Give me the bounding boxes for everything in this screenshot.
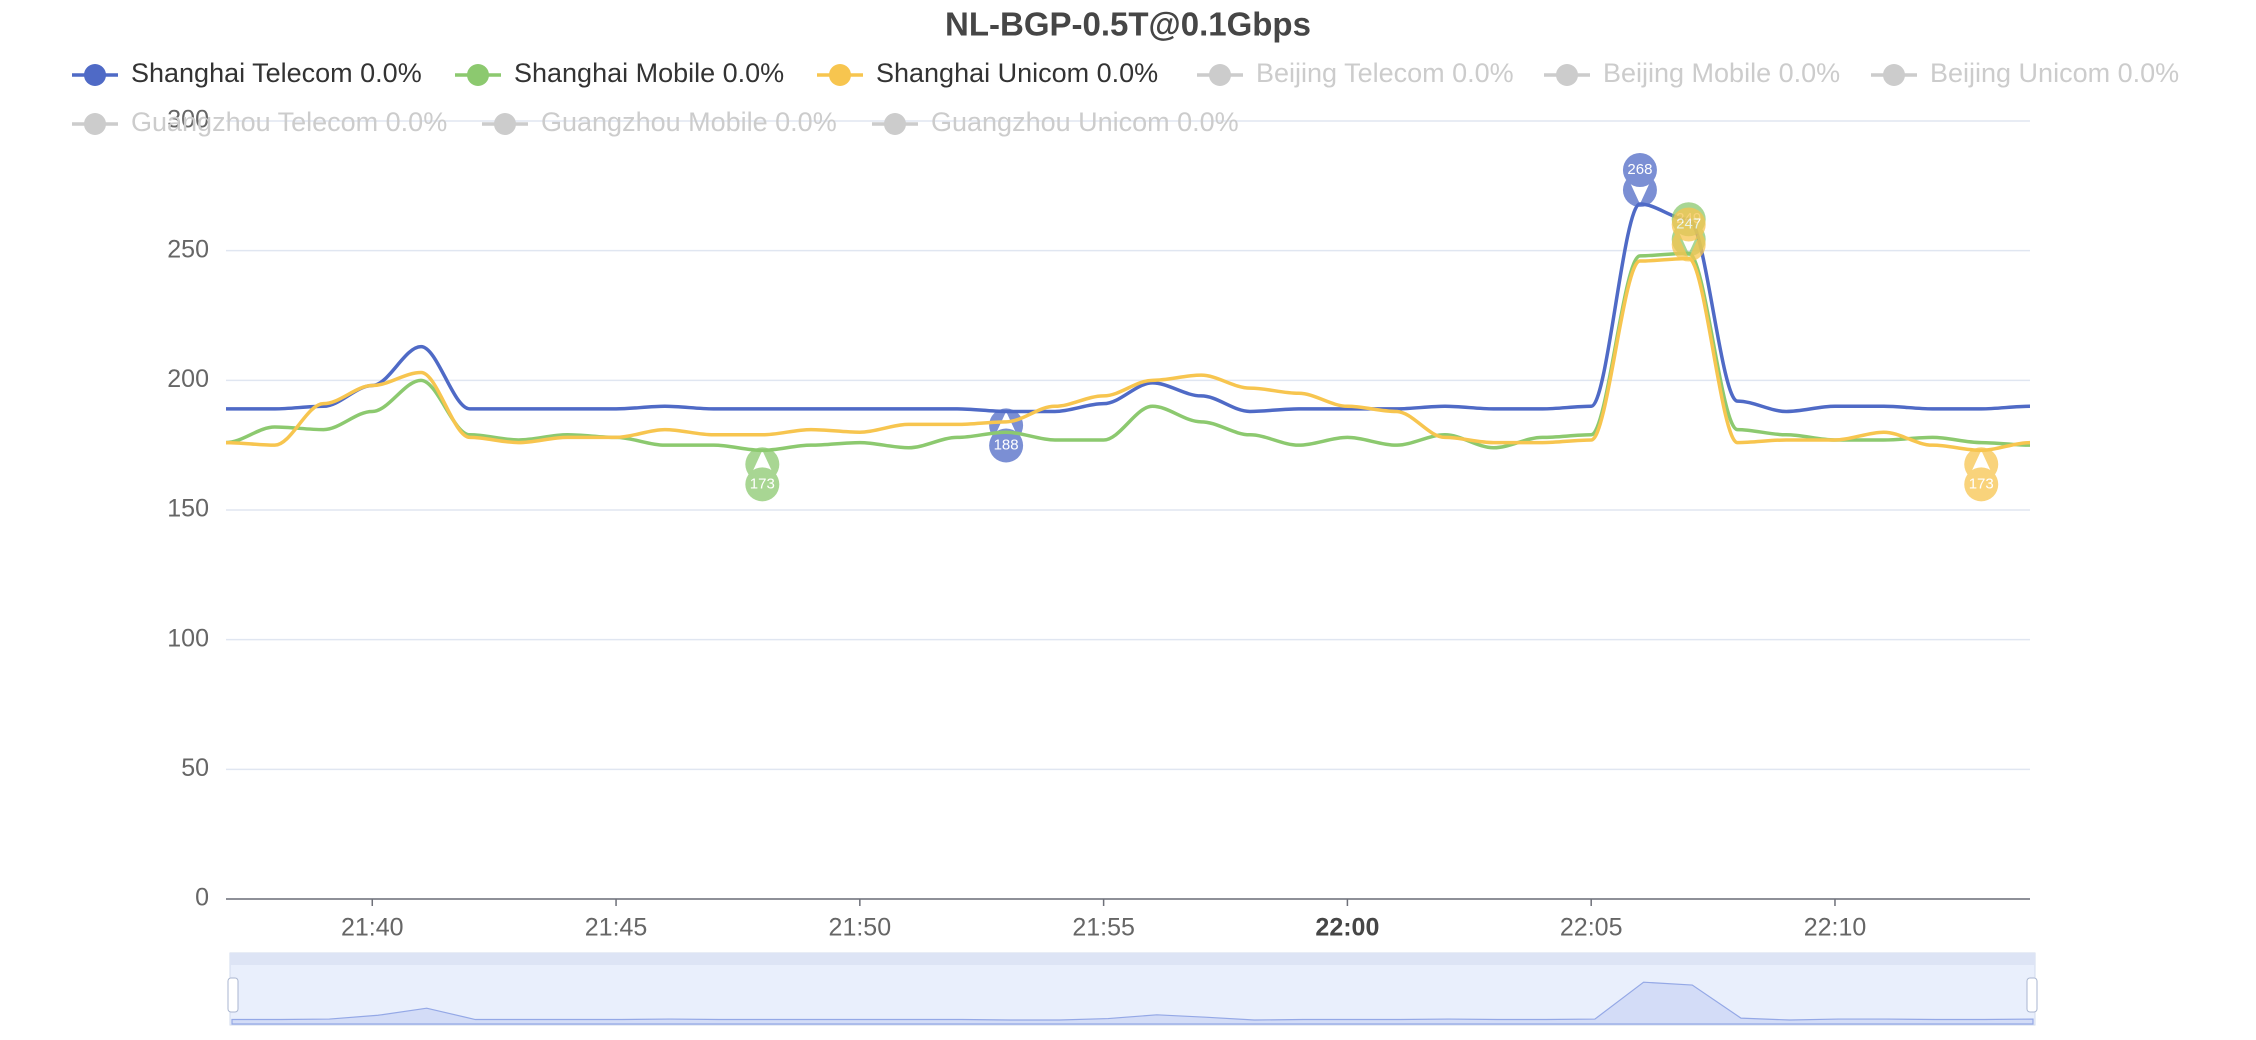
marker-label: 268 (1627, 161, 1652, 178)
marker-pin-shape (1671, 232, 1706, 262)
legend-item[interactable]: Beijing Mobile 0.0% (1544, 58, 1840, 88)
x-tick-label: 21:45 (585, 914, 648, 942)
marker-pin-shape (989, 408, 1024, 438)
legend-symbol (84, 113, 106, 135)
legend-item[interactable]: Beijing Unicom 0.0% (1871, 58, 2179, 88)
marker-pin: 268 (1622, 152, 1657, 208)
x-tick-label: 21:55 (1072, 914, 1135, 942)
y-tick-label: 150 (167, 495, 209, 523)
zoom-preview (231, 981, 2034, 1025)
y-tick-label: 200 (167, 365, 209, 393)
marker-label: 173 (750, 475, 775, 492)
zoom-bar[interactable] (230, 953, 2035, 965)
legend-label: Beijing Telecom 0.0% (1256, 58, 1514, 88)
legend-item[interactable]: Shanghai Telecom 0.0% (72, 58, 422, 88)
series-line (225, 251, 2031, 453)
series-line (226, 202, 2031, 414)
marker-label: 247 (1676, 215, 1701, 232)
legend-label: Guangzhou Mobile 0.0% (541, 107, 837, 137)
legend-label: Beijing Mobile 0.0% (1603, 58, 1840, 88)
marker-pin: 247 (1671, 207, 1706, 262)
legend-label: Shanghai Unicom 0.0% (876, 58, 1158, 88)
legend-symbol (467, 64, 489, 86)
x-tick-label: 21:50 (829, 914, 892, 942)
legend-item[interactable]: Shanghai Mobile 0.0% (455, 58, 784, 88)
y-tick-label: 250 (167, 235, 209, 263)
marker-pin-head (1964, 467, 1999, 502)
legend-label: Guangzhou Telecom 0.0% (131, 107, 447, 137)
y-tick-label: 50 (181, 754, 209, 782)
marker-label: 188 (994, 436, 1019, 453)
legend-symbol (1883, 64, 1905, 86)
y-tick-label: 0 (195, 884, 209, 912)
legend-symbol (1556, 64, 1578, 86)
legend-label: Beijing Unicom 0.0% (1930, 58, 2179, 88)
marker-pin: 173 (1964, 447, 1999, 502)
zoom-handle[interactable] (2026, 977, 2038, 1013)
legend-label: Shanghai Mobile 0.0% (514, 58, 784, 88)
marker-pin-shape (1964, 447, 1999, 477)
chart-title: NL-BGP-0.5T@0.1Gbps (945, 6, 1311, 43)
legend-symbol (494, 113, 516, 135)
legend-item[interactable]: Guangzhou Telecom 0.0% (72, 107, 447, 137)
legend-item[interactable]: Shanghai Unicom 0.0% (817, 58, 1158, 88)
x-tick-label: 22:00 (1315, 914, 1379, 942)
marker-pin-shape (1622, 177, 1657, 208)
legend-symbol (884, 113, 906, 135)
x-tick-label: 21:40 (341, 914, 404, 942)
marker-pin-head (745, 467, 780, 502)
marker-pin-shape (745, 447, 780, 477)
legend-symbol (1209, 64, 1231, 86)
legend-label: Guangzhou Unicom 0.0% (931, 107, 1239, 137)
marker-pin: 173 (745, 447, 780, 502)
legend-item[interactable]: Guangzhou Unicom 0.0% (872, 107, 1239, 137)
legend-symbol (84, 64, 106, 86)
marker-label: 173 (1969, 475, 1994, 492)
marker-pin-head (1622, 152, 1657, 187)
x-tick-label: 22:10 (1804, 914, 1867, 942)
legend-item[interactable]: Guangzhou Mobile 0.0% (482, 107, 837, 137)
series-line (225, 256, 2031, 453)
legend-symbol (829, 64, 851, 86)
y-tick-label: 100 (167, 624, 209, 652)
y-tick-label: 300 (167, 106, 209, 134)
legend-item[interactable]: Beijing Telecom 0.0% (1197, 58, 1514, 88)
marker-pin-head (989, 428, 1024, 463)
zoom-handle[interactable] (227, 977, 239, 1013)
legend-label: Shanghai Telecom 0.0% (131, 58, 422, 88)
marker-pin: 188 (989, 408, 1024, 463)
marker-pin-head (1671, 207, 1706, 242)
x-tick-label: 22:05 (1560, 914, 1623, 942)
